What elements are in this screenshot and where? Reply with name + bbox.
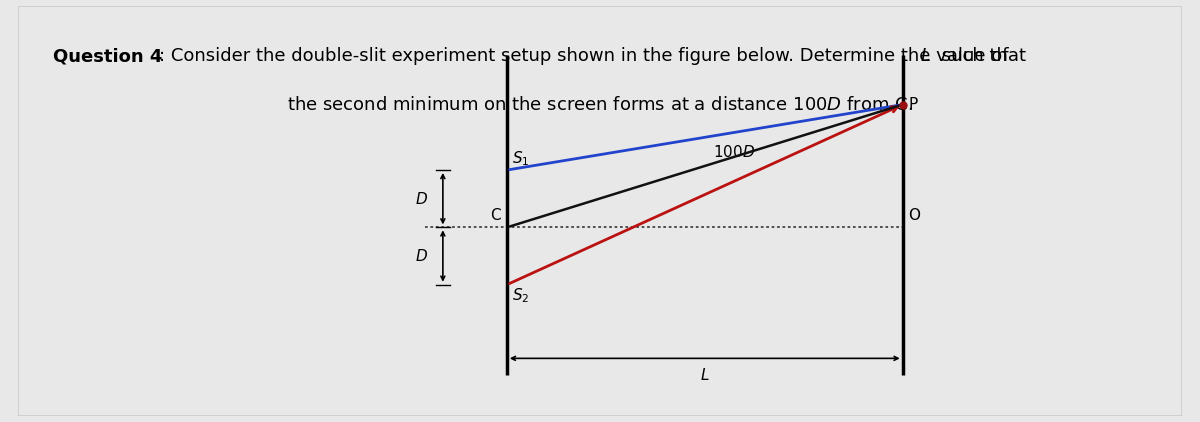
Text: Question 4: Question 4 xyxy=(53,47,162,65)
Text: O: O xyxy=(908,208,920,223)
Text: $D$: $D$ xyxy=(415,191,428,207)
Text: : Consider the double-slit experiment setup shown in the figure below. Determine: : Consider the double-slit experiment se… xyxy=(158,47,1014,65)
Text: $L$: $L$ xyxy=(920,47,931,65)
Text: $D$: $D$ xyxy=(415,248,428,264)
Text: $S_1$: $S_1$ xyxy=(511,149,529,168)
Text: $100D$: $100D$ xyxy=(713,144,755,160)
Text: the second minimum on the screen forms at a distance $100D$ from C.: the second minimum on the screen forms a… xyxy=(287,96,913,114)
Text: such that: such that xyxy=(936,47,1026,65)
Text: $S_2$: $S_2$ xyxy=(511,287,529,306)
Text: $L$: $L$ xyxy=(700,367,709,383)
Text: P: P xyxy=(908,97,918,112)
Text: C: C xyxy=(491,208,502,223)
